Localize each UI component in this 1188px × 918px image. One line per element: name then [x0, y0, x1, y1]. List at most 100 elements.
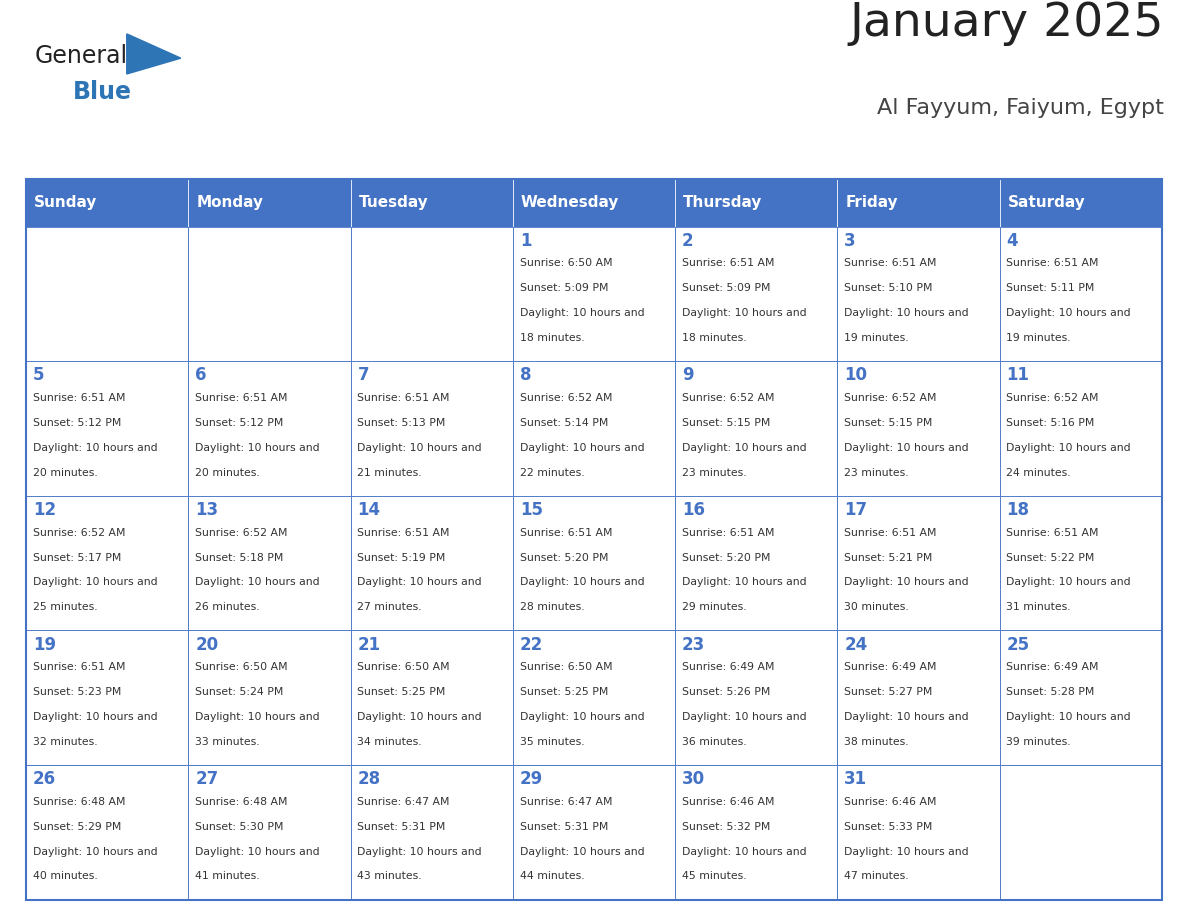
Text: Sunset: 5:29 PM: Sunset: 5:29 PM	[33, 822, 121, 832]
Text: 20 minutes.: 20 minutes.	[195, 468, 260, 477]
Text: Sunrise: 6:52 AM: Sunrise: 6:52 AM	[1006, 393, 1099, 403]
Text: Daylight: 10 hours and: Daylight: 10 hours and	[519, 442, 644, 453]
Text: Sunrise: 6:48 AM: Sunrise: 6:48 AM	[195, 797, 287, 807]
Text: Daylight: 10 hours and: Daylight: 10 hours and	[519, 712, 644, 722]
Bar	[999, 227, 1162, 362]
Bar	[675, 631, 838, 765]
Bar	[189, 179, 350, 227]
Text: Daylight: 10 hours and: Daylight: 10 hours and	[358, 712, 482, 722]
Bar	[675, 179, 838, 227]
Text: 29 minutes.: 29 minutes.	[682, 602, 746, 612]
Text: Sunrise: 6:49 AM: Sunrise: 6:49 AM	[682, 662, 775, 672]
Bar	[675, 496, 838, 631]
Text: Sunset: 5:15 PM: Sunset: 5:15 PM	[845, 418, 933, 428]
Text: 41 minutes.: 41 minutes.	[195, 871, 260, 881]
Text: Sunset: 5:31 PM: Sunset: 5:31 PM	[519, 822, 608, 832]
Text: Sunrise: 6:49 AM: Sunrise: 6:49 AM	[845, 662, 936, 672]
Bar	[350, 227, 513, 362]
Text: Sunset: 5:24 PM: Sunset: 5:24 PM	[195, 687, 284, 697]
Text: 31 minutes.: 31 minutes.	[1006, 602, 1072, 612]
Bar	[189, 362, 350, 496]
Text: 27 minutes.: 27 minutes.	[358, 602, 422, 612]
Text: Daylight: 10 hours and: Daylight: 10 hours and	[682, 442, 807, 453]
Text: Sunrise: 6:52 AM: Sunrise: 6:52 AM	[33, 528, 126, 538]
Text: 6: 6	[195, 366, 207, 385]
Text: Thursday: Thursday	[683, 196, 763, 210]
Text: Sunrise: 6:47 AM: Sunrise: 6:47 AM	[358, 797, 450, 807]
Text: 39 minutes.: 39 minutes.	[1006, 737, 1072, 747]
Text: 19: 19	[33, 635, 56, 654]
Bar	[26, 631, 189, 765]
Text: Daylight: 10 hours and: Daylight: 10 hours and	[358, 577, 482, 588]
Text: Daylight: 10 hours and: Daylight: 10 hours and	[682, 846, 807, 856]
Text: 18 minutes.: 18 minutes.	[519, 333, 584, 343]
Text: Daylight: 10 hours and: Daylight: 10 hours and	[33, 846, 158, 856]
Text: 19 minutes.: 19 minutes.	[845, 333, 909, 343]
Bar	[350, 496, 513, 631]
Text: Sunset: 5:13 PM: Sunset: 5:13 PM	[358, 418, 446, 428]
Text: Sunday: Sunday	[34, 196, 97, 210]
Bar	[838, 227, 999, 362]
Text: Sunset: 5:14 PM: Sunset: 5:14 PM	[519, 418, 608, 428]
Text: 3: 3	[845, 231, 855, 250]
Text: Sunset: 5:09 PM: Sunset: 5:09 PM	[519, 284, 608, 294]
Text: Sunset: 5:20 PM: Sunset: 5:20 PM	[519, 553, 608, 563]
Text: Sunrise: 6:51 AM: Sunrise: 6:51 AM	[682, 259, 775, 268]
Text: Sunset: 5:31 PM: Sunset: 5:31 PM	[358, 822, 446, 832]
Text: Sunrise: 6:51 AM: Sunrise: 6:51 AM	[845, 528, 936, 538]
Text: 43 minutes.: 43 minutes.	[358, 871, 422, 881]
Bar	[513, 765, 675, 900]
Text: Sunrise: 6:46 AM: Sunrise: 6:46 AM	[845, 797, 936, 807]
Text: 22 minutes.: 22 minutes.	[519, 468, 584, 477]
Text: Sunrise: 6:52 AM: Sunrise: 6:52 AM	[195, 528, 287, 538]
Text: Sunrise: 6:50 AM: Sunrise: 6:50 AM	[195, 662, 287, 672]
Text: Daylight: 10 hours and: Daylight: 10 hours and	[33, 577, 158, 588]
Text: 24 minutes.: 24 minutes.	[1006, 468, 1072, 477]
Text: Sunrise: 6:50 AM: Sunrise: 6:50 AM	[358, 662, 450, 672]
Text: Sunrise: 6:51 AM: Sunrise: 6:51 AM	[845, 259, 936, 268]
Bar	[189, 496, 350, 631]
Text: 28: 28	[358, 770, 380, 789]
Bar	[189, 765, 350, 900]
Text: 14: 14	[358, 501, 380, 519]
Text: Monday: Monday	[196, 196, 264, 210]
Bar	[838, 362, 999, 496]
Text: Daylight: 10 hours and: Daylight: 10 hours and	[845, 442, 968, 453]
Text: Daylight: 10 hours and: Daylight: 10 hours and	[845, 712, 968, 722]
Text: Sunset: 5:25 PM: Sunset: 5:25 PM	[358, 687, 446, 697]
Text: 26 minutes.: 26 minutes.	[195, 602, 260, 612]
Text: Sunset: 5:22 PM: Sunset: 5:22 PM	[1006, 553, 1095, 563]
Bar	[999, 496, 1162, 631]
Text: Sunset: 5:11 PM: Sunset: 5:11 PM	[1006, 284, 1095, 294]
Text: Wednesday: Wednesday	[520, 196, 619, 210]
Text: 12: 12	[33, 501, 56, 519]
Text: 32 minutes.: 32 minutes.	[33, 737, 97, 747]
Text: Sunset: 5:32 PM: Sunset: 5:32 PM	[682, 822, 770, 832]
Bar	[350, 179, 513, 227]
Text: Sunset: 5:18 PM: Sunset: 5:18 PM	[195, 553, 284, 563]
Text: Daylight: 10 hours and: Daylight: 10 hours and	[519, 577, 644, 588]
Text: Daylight: 10 hours and: Daylight: 10 hours and	[1006, 712, 1131, 722]
Text: Daylight: 10 hours and: Daylight: 10 hours and	[519, 846, 644, 856]
Bar	[675, 362, 838, 496]
Text: Daylight: 10 hours and: Daylight: 10 hours and	[195, 577, 320, 588]
Text: 20: 20	[195, 635, 219, 654]
Text: Sunrise: 6:51 AM: Sunrise: 6:51 AM	[519, 528, 612, 538]
Text: Saturday: Saturday	[1007, 196, 1086, 210]
Text: 40 minutes.: 40 minutes.	[33, 871, 97, 881]
Text: 4: 4	[1006, 231, 1018, 250]
Text: Daylight: 10 hours and: Daylight: 10 hours and	[845, 846, 968, 856]
Text: 11: 11	[1006, 366, 1030, 385]
Bar	[838, 765, 999, 900]
Polygon shape	[127, 34, 181, 74]
Text: 24: 24	[845, 635, 867, 654]
Text: Sunrise: 6:51 AM: Sunrise: 6:51 AM	[682, 528, 775, 538]
Text: January 2025: January 2025	[849, 1, 1164, 46]
Text: Sunset: 5:12 PM: Sunset: 5:12 PM	[195, 418, 284, 428]
Text: Sunrise: 6:52 AM: Sunrise: 6:52 AM	[519, 393, 612, 403]
Text: Sunrise: 6:51 AM: Sunrise: 6:51 AM	[33, 662, 126, 672]
Bar	[350, 765, 513, 900]
Bar	[513, 179, 675, 227]
Text: Sunset: 5:27 PM: Sunset: 5:27 PM	[845, 687, 933, 697]
Text: Sunset: 5:15 PM: Sunset: 5:15 PM	[682, 418, 770, 428]
